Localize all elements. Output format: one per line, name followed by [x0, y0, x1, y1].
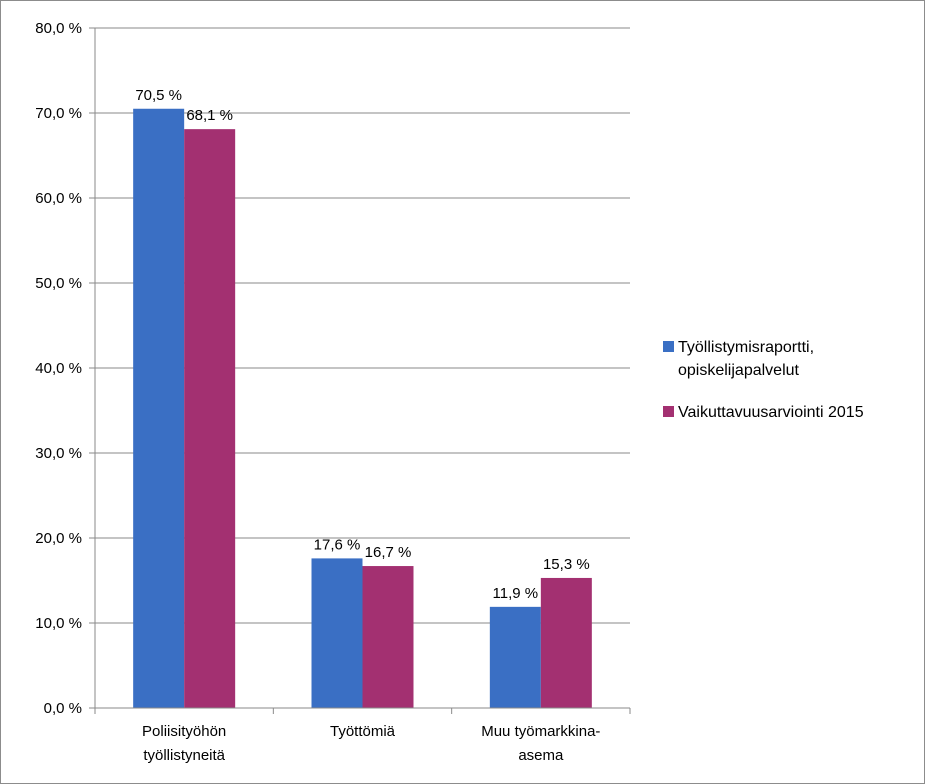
y-tick-label: 10,0 % [35, 615, 82, 632]
axes: 0,0 % 10,0 % 20,0 % 30,0 % 40,0 % 50,0 % 60,0 … [35, 20, 631, 764]
data-label: 16,7 % [365, 544, 412, 561]
data-label: 15,3 % [543, 556, 590, 573]
data-label: 11,9 % [493, 585, 539, 602]
y-tick-label: 80,0 % [35, 20, 82, 37]
x-tick-label: Poliisityöhön työllistyneitä [142, 723, 226, 764]
bars [133, 108, 592, 708]
y-tick-label: 70,0 % [35, 105, 82, 122]
data-label: 70,5 % [135, 87, 182, 104]
legend: Työllistymisraportti, opiskelijapalvelut V… [663, 339, 864, 421]
data-label: 68,1 % [186, 107, 233, 124]
y-tick-label: 0,0 % [44, 700, 82, 717]
bar [362, 566, 414, 708]
bar [311, 558, 363, 708]
legend-swatch [663, 406, 674, 417]
y-tick-label: 40,0 % [35, 360, 82, 377]
data-label: 17,6 % [314, 536, 361, 553]
labels: 70,5 %68,1 % 17,6 % 16,7 % 11,9 %15,3 % [135, 87, 589, 602]
y-tick-label: 20,0 % [35, 530, 82, 547]
legend-label: Vaikuttavuusarviointi 2015 [678, 404, 864, 421]
bar [184, 129, 236, 708]
bar [133, 108, 185, 708]
x-tick-label: Muu työmarkkina-asema [481, 723, 600, 764]
bar [540, 577, 592, 708]
bar [489, 606, 541, 708]
x-tick-label: Työttömiä [330, 723, 396, 740]
y-tick-label: 30,0 % [35, 445, 82, 462]
legend-label: Työllistymisraportti, opiskelijapalvelut [678, 339, 814, 379]
y-tick-label: 50,0 % [35, 275, 82, 292]
legend-swatch [663, 341, 674, 352]
y-tick-label: 60,0 % [35, 190, 82, 207]
